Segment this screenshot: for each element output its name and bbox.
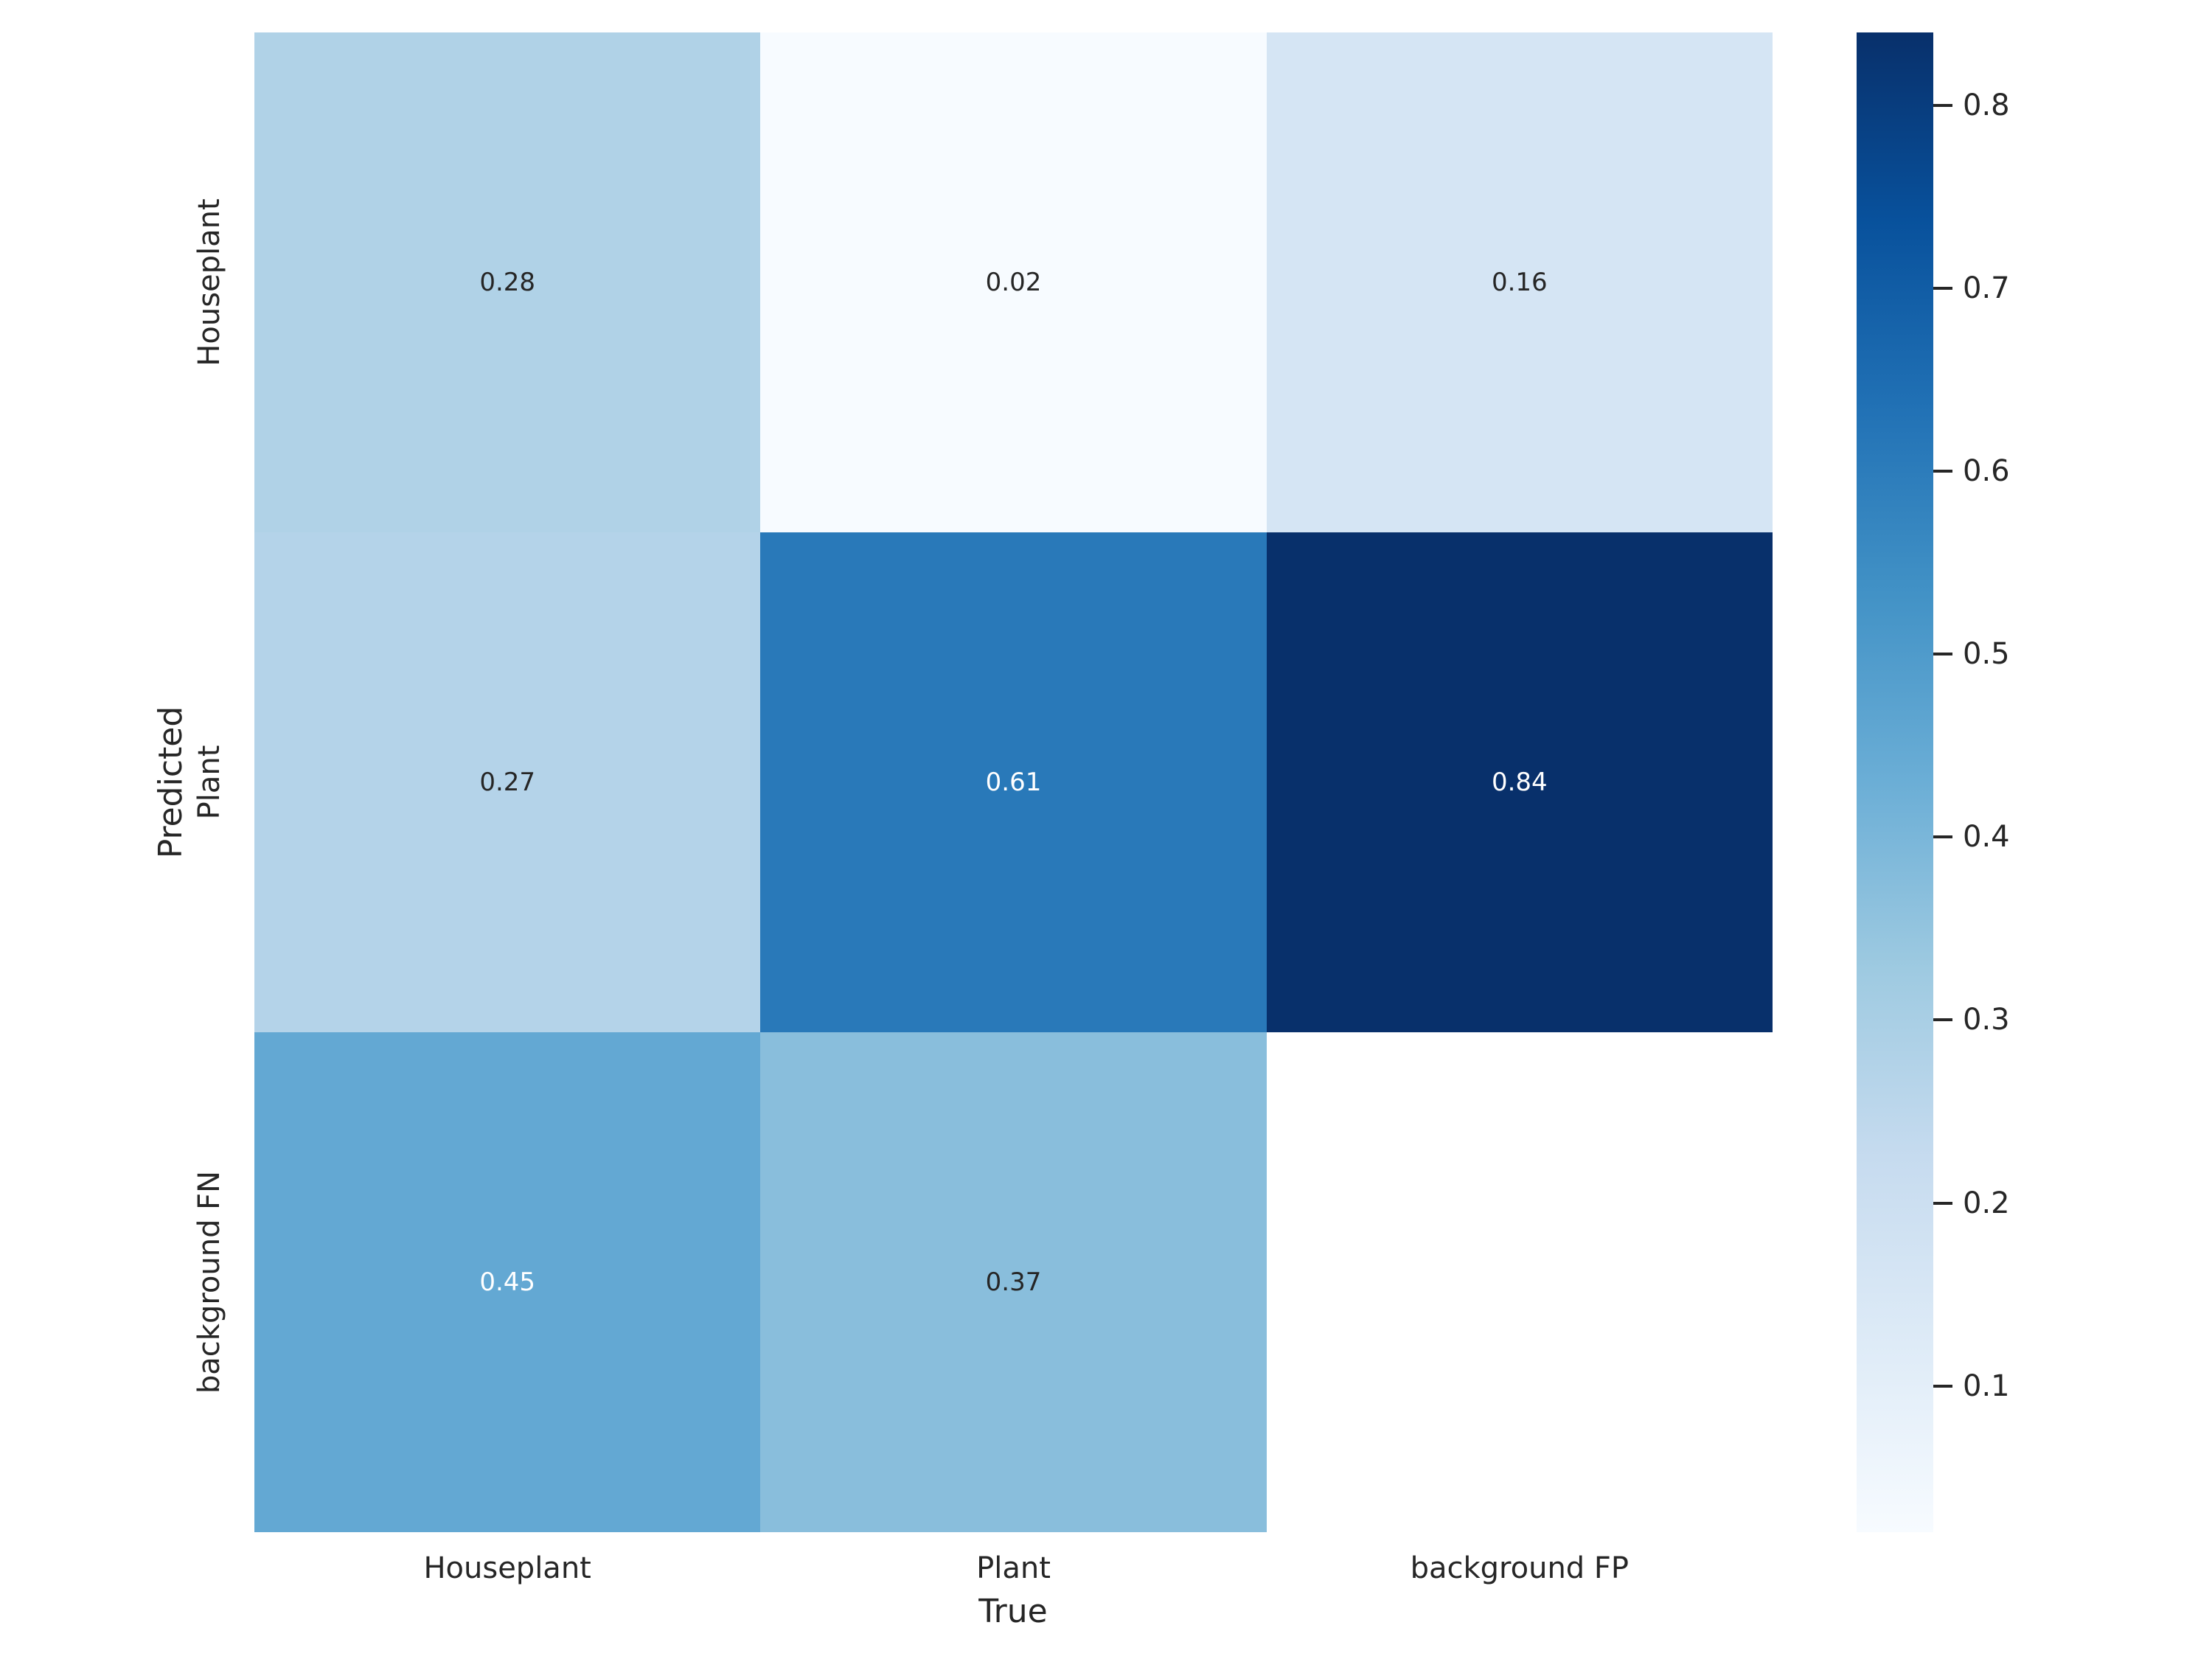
- colorbar-tick-label: 0.3: [1963, 1003, 2010, 1037]
- heatmap-cell: 0.37: [760, 1032, 1267, 1532]
- colorbar-tick-label: 0.6: [1963, 454, 2010, 489]
- colorbar-tick-label: 0.2: [1963, 1186, 2010, 1220]
- y-tick-label: Plant: [192, 745, 226, 820]
- colorbar-tick-mark: [1933, 1201, 1952, 1205]
- colorbar-tick-label: 0.1: [1963, 1368, 2010, 1403]
- cell-value: 0.02: [985, 268, 1042, 297]
- colorbar-tick-label: 0.8: [1963, 88, 2010, 123]
- heatmap-cell: 0.45: [254, 1032, 761, 1532]
- x-tick-label: background FP: [1410, 1551, 1630, 1585]
- colorbar-tick-label: 0.5: [1963, 637, 2010, 672]
- colorbar-tick-mark: [1933, 104, 1952, 108]
- cell-value: 0.16: [1491, 268, 1548, 297]
- heatmap-cell: 0.16: [1266, 32, 1773, 532]
- x-tick-label: Houseplant: [423, 1551, 591, 1585]
- cell-value: 0.27: [479, 768, 536, 797]
- heatmap-cell: [1266, 1032, 1773, 1532]
- x-tick-label: Plant: [976, 1551, 1051, 1585]
- cell-value: 0.61: [985, 768, 1042, 797]
- heatmap-cell: 0.84: [1266, 532, 1773, 1032]
- cell-value: 0.28: [479, 268, 536, 297]
- colorbar-tick-mark: [1933, 1384, 1952, 1388]
- y-tick-label: background FN: [192, 1170, 226, 1394]
- colorbar: [1857, 32, 1933, 1532]
- heatmap-cell: 0.61: [760, 532, 1267, 1032]
- heatmap-cell: 0.28: [254, 32, 761, 532]
- heatmap-cell: 0.27: [254, 532, 761, 1032]
- colorbar-tick-label: 0.4: [1963, 820, 2010, 855]
- y-axis-label: Predicted: [152, 706, 189, 859]
- cell-value: 0.45: [479, 1267, 536, 1297]
- colorbar-tick-mark: [1933, 653, 1952, 656]
- heatmap-grid: 0.28 0.02 0.16 0.27 0.61 0.84 0.45 0.37: [254, 32, 1773, 1532]
- cell-value: 0.37: [985, 1267, 1042, 1297]
- colorbar-tick-mark: [1933, 835, 1952, 839]
- y-tick-label: Houseplant: [192, 198, 226, 366]
- colorbar-tick-mark: [1933, 287, 1952, 291]
- x-axis-label: True: [978, 1593, 1048, 1630]
- colorbar-tick-mark: [1933, 470, 1952, 473]
- heatmap-cell: 0.02: [760, 32, 1267, 532]
- colorbar-tick-mark: [1933, 1018, 1952, 1022]
- colorbar-tick-label: 0.7: [1963, 271, 2010, 306]
- cell-value: 0.84: [1491, 768, 1548, 797]
